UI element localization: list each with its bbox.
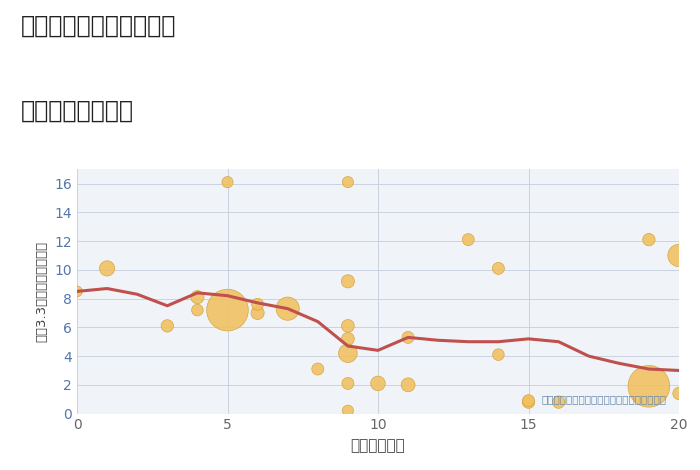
Point bbox=[342, 322, 354, 329]
Text: 駅距離別土地価格: 駅距離別土地価格 bbox=[21, 99, 134, 123]
Point bbox=[222, 179, 233, 186]
Point bbox=[342, 335, 354, 343]
Point bbox=[342, 278, 354, 285]
Point bbox=[523, 397, 534, 404]
Point bbox=[252, 309, 263, 317]
X-axis label: 駅距離（分）: 駅距離（分） bbox=[351, 438, 405, 453]
Point bbox=[673, 390, 685, 397]
Point bbox=[673, 252, 685, 259]
Y-axis label: 坪（3.3㎡）単価（万円）: 坪（3.3㎡）単価（万円） bbox=[36, 241, 49, 342]
Point bbox=[523, 399, 534, 406]
Point bbox=[192, 293, 203, 301]
Point bbox=[342, 407, 354, 415]
Point bbox=[222, 306, 233, 314]
Text: 三重県伊賀市上野東町の: 三重県伊賀市上野東町の bbox=[21, 14, 176, 38]
Point bbox=[102, 265, 113, 272]
Point bbox=[342, 350, 354, 357]
Point bbox=[342, 179, 354, 186]
Point bbox=[192, 306, 203, 314]
Point bbox=[282, 305, 293, 313]
Point bbox=[553, 399, 564, 406]
Point bbox=[402, 334, 414, 341]
Point bbox=[643, 383, 655, 390]
Point bbox=[312, 365, 323, 373]
Point bbox=[372, 380, 384, 387]
Point bbox=[162, 322, 173, 329]
Point bbox=[463, 236, 474, 243]
Point bbox=[342, 380, 354, 387]
Point bbox=[493, 265, 504, 272]
Text: 円の大きさは、取引のあった物件面積を示す: 円の大きさは、取引のあった物件面積を示す bbox=[542, 394, 667, 404]
Point bbox=[643, 236, 655, 243]
Point bbox=[71, 288, 83, 295]
Point bbox=[402, 381, 414, 389]
Point bbox=[493, 351, 504, 359]
Point bbox=[252, 301, 263, 308]
